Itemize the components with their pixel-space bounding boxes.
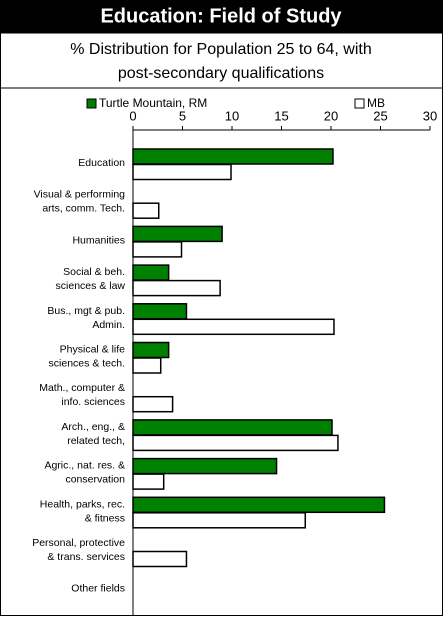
legend-label: Turtle Mountain, RM (99, 96, 207, 110)
x-tick-label: 30 (423, 108, 437, 123)
label-line: Health, parks, rec. (40, 498, 125, 510)
x-tick-label: 5 (179, 108, 186, 123)
label-line: related tech, (67, 435, 125, 447)
label-line: Admin. (92, 319, 125, 331)
bar (132, 264, 170, 281)
label-line: conservation (65, 473, 125, 485)
label-line: Education (78, 157, 125, 169)
bar (132, 357, 162, 374)
subtitle: post-secondary qualifications (118, 65, 324, 82)
y-tick-label: Health, parks, rec. & fitness (40, 498, 125, 524)
label-line: & trans. services (47, 551, 125, 563)
y-tick-label: Arch., eng., & related tech, (61, 421, 125, 447)
legend-swatch (86, 98, 97, 109)
y-tick-label: Social & beh. sciences & law (56, 266, 126, 292)
x-tick-label: 15 (274, 108, 288, 123)
label-line: Physical & life (60, 343, 126, 355)
legend-label: MB (367, 96, 385, 110)
bar (132, 419, 333, 436)
label-line: sciences & law (56, 280, 126, 292)
bar (132, 473, 165, 490)
label-line: Personal, protective (32, 537, 125, 549)
bar (132, 303, 188, 320)
label-line: sciences & tech. (49, 357, 125, 369)
bar (132, 318, 335, 336)
bar (132, 496, 386, 514)
subtitle: % Distribution for Population 25 to 64, … (70, 41, 372, 58)
x-tick-label: 20 (324, 108, 338, 123)
label-line: Arch., eng., & (61, 421, 125, 433)
y-tick-label: Bus., mgt & pub. Admin. (47, 305, 125, 331)
label-line: Math., computer & (39, 382, 125, 394)
label-line: Visual & performing (34, 188, 126, 200)
bar (132, 148, 334, 165)
label-line: Agric., nat. res. & (44, 459, 125, 471)
y-tick-label: Math., computer & info. sciences (39, 382, 125, 408)
bar (132, 512, 307, 529)
bar (132, 241, 183, 258)
x-tick-label: 0 (129, 108, 136, 123)
bar (132, 457, 278, 475)
bar (132, 341, 170, 359)
y-tick-label: Physical & life sciences & tech. (49, 343, 126, 369)
y-tick-label: Personal, protective & trans. services (32, 537, 125, 563)
label-line: Social & beh. (63, 266, 125, 278)
label-line: Other fields (71, 582, 125, 594)
y-tick-label: Visual & performing arts, comm. Tech. (34, 188, 126, 214)
legend-swatch (354, 98, 365, 109)
chart-title: Education: Field of Study (100, 5, 342, 27)
bar (132, 279, 221, 297)
bar (132, 225, 223, 243)
label-line: Humanities (72, 234, 125, 246)
y-tick-label: Agric., nat. res. & conservation (44, 459, 125, 485)
label-line: Bus., mgt & pub. (47, 305, 125, 317)
label-line: & fitness (85, 512, 125, 524)
title-bar (0, 0, 443, 33)
bar (132, 163, 232, 181)
bar (132, 395, 174, 413)
bar (132, 202, 160, 219)
x-tick-label: 25 (373, 108, 387, 123)
label-line: info. sciences (61, 396, 125, 408)
bar (132, 434, 339, 452)
y-tick-label: Education (78, 157, 125, 169)
y-tick-label: Humanities (72, 234, 125, 246)
y-tick-label: Other fields (71, 582, 125, 594)
bar (132, 550, 188, 568)
label-line: arts, comm. Tech. (42, 202, 125, 214)
x-tick-label: 10 (225, 108, 239, 123)
